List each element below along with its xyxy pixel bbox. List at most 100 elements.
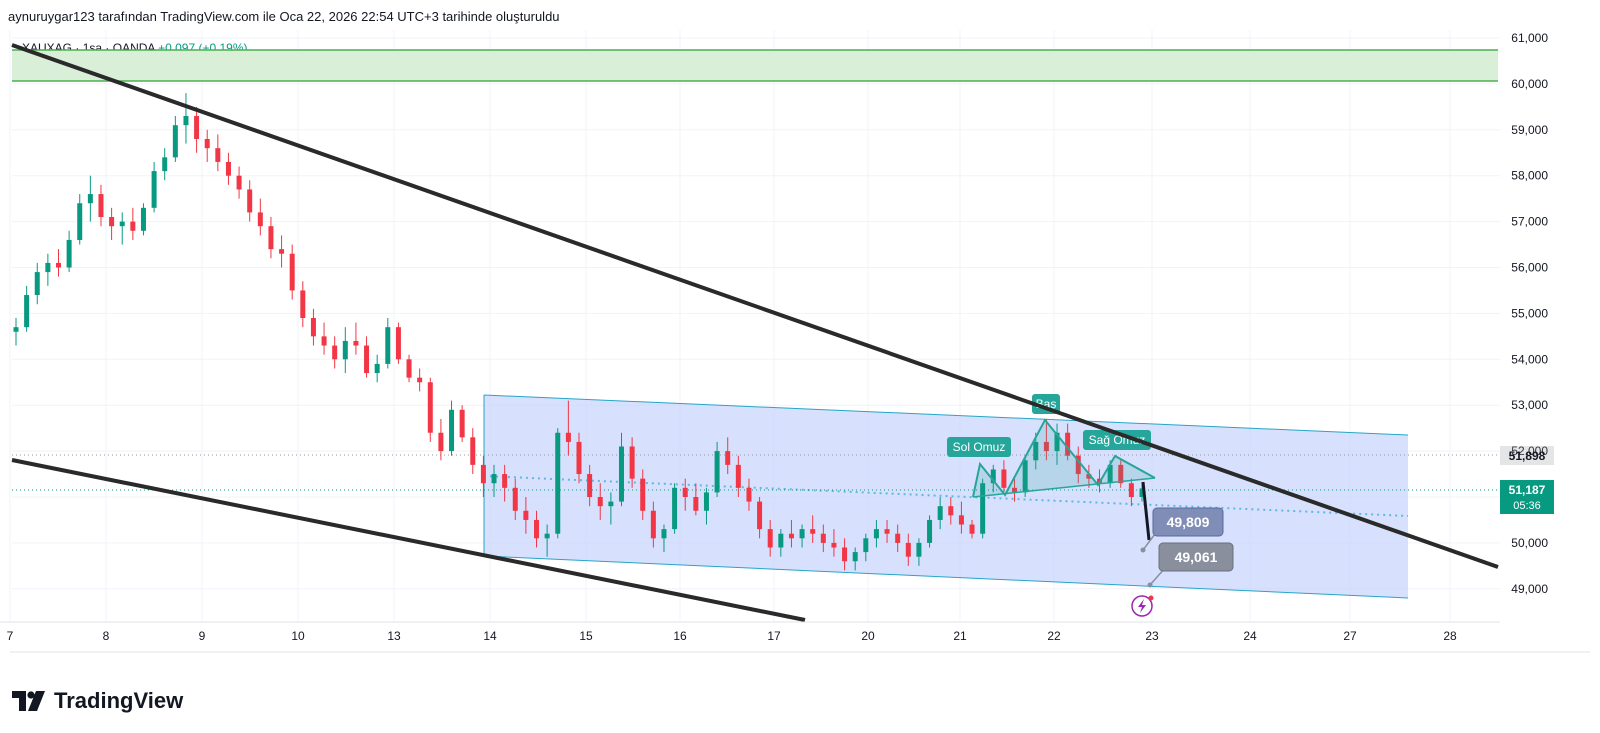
target-label-1[interactable]: 49,809 [1152, 507, 1224, 537]
candle-body[interactable] [927, 519, 933, 543]
candlestick-series[interactable] [13, 93, 1145, 571]
candle-body[interactable] [884, 529, 890, 534]
candle-body[interactable] [1043, 441, 1049, 452]
candle-body[interactable] [140, 207, 146, 231]
candle-body[interactable] [310, 317, 316, 337]
candle-body[interactable] [661, 529, 667, 539]
candle-body[interactable] [1022, 460, 1028, 493]
candle-body[interactable] [948, 506, 954, 516]
candle-body[interactable] [1065, 432, 1071, 456]
candle-body[interactable] [204, 138, 210, 149]
candle-body[interactable] [682, 487, 688, 497]
candle-body[interactable] [247, 189, 253, 213]
candle-body[interactable] [969, 524, 975, 534]
candle-body[interactable] [87, 194, 93, 204]
candle-body[interactable] [300, 290, 306, 318]
candle-body[interactable] [427, 382, 433, 433]
candle-body[interactable] [480, 464, 486, 484]
candle-body[interactable] [321, 336, 327, 346]
channel-upper-line[interactable] [483, 394, 1409, 436]
candle-body[interactable] [459, 409, 465, 438]
candle-body[interactable] [406, 359, 412, 378]
candle-body[interactable] [268, 226, 274, 250]
candle-body[interactable] [587, 474, 593, 497]
candle-body[interactable] [820, 533, 826, 543]
channel-mid-line[interactable] [483, 475, 1409, 517]
candle-body[interactable] [77, 203, 83, 240]
label-left-shoulder[interactable]: Sol Omuz [947, 437, 1011, 457]
candle-body[interactable] [1075, 455, 1081, 475]
upper-trendline[interactable] [11, 43, 1499, 569]
candle-body[interactable] [544, 533, 550, 539]
candle-body[interactable] [109, 217, 115, 227]
candle-body[interactable] [852, 552, 858, 562]
candle-body[interactable] [502, 474, 508, 488]
candle-body[interactable] [873, 529, 879, 539]
candle-body[interactable] [55, 262, 61, 268]
lower-trendline[interactable] [11, 458, 806, 622]
candle-body[interactable] [119, 221, 125, 227]
candle-body[interactable] [162, 157, 168, 172]
candle-body[interactable] [842, 547, 848, 562]
candle-body[interactable] [289, 253, 295, 291]
channel-lower-line[interactable] [483, 555, 1409, 599]
candle-body[interactable] [449, 409, 455, 452]
candle-body[interactable] [353, 340, 359, 346]
candle-body[interactable] [1128, 483, 1134, 497]
candle-body[interactable] [905, 542, 911, 557]
candle-body[interactable] [650, 510, 656, 539]
candle-body[interactable] [1107, 464, 1113, 484]
candle-body[interactable] [799, 529, 805, 539]
candle-body[interactable] [555, 432, 561, 534]
candle-body[interactable] [342, 340, 348, 360]
candle-body[interactable] [1054, 432, 1060, 452]
candle-body[interactable] [491, 474, 497, 484]
candle-body[interactable] [703, 492, 709, 511]
candle-body[interactable] [45, 262, 51, 273]
label-right-shoulder[interactable]: Sağ Omuz [1083, 430, 1151, 450]
candle-body[interactable] [831, 542, 837, 548]
time-axis[interactable]: 7 8 9 10 13 14 15 16 17 20 21 22 23 24 27 28 [7, 629, 1457, 643]
resistance-zone[interactable] [12, 50, 1498, 81]
candle-body[interactable] [332, 345, 338, 360]
candle-body[interactable] [810, 529, 816, 534]
candle-body[interactable] [618, 446, 624, 502]
candle-body[interactable] [629, 446, 635, 479]
candle-body[interactable] [1012, 487, 1018, 493]
candle-body[interactable] [990, 469, 996, 484]
candle-body[interactable] [746, 487, 752, 502]
candle-body[interactable] [130, 221, 136, 231]
neckline[interactable] [972, 477, 1156, 498]
candle-body[interactable] [183, 116, 189, 126]
candle-body[interactable] [672, 487, 678, 530]
candle-body[interactable] [66, 239, 72, 268]
candle-body[interactable] [395, 327, 401, 360]
candle-body[interactable] [778, 533, 784, 548]
candle-body[interactable] [980, 483, 986, 534]
candle-body[interactable] [523, 510, 529, 520]
candle-body[interactable] [1086, 474, 1092, 479]
candle-body[interactable] [417, 377, 423, 383]
candle-body[interactable] [1001, 469, 1007, 488]
projection-line[interactable] [1141, 481, 1151, 541]
candle-body[interactable] [34, 272, 40, 296]
head-shoulders-pattern[interactable] [972, 418, 1156, 498]
candle-body[interactable] [470, 437, 476, 465]
candle-body[interactable] [194, 116, 200, 139]
candle-body[interactable] [279, 249, 285, 254]
candle-body[interactable] [863, 538, 869, 553]
candle-body[interactable] [236, 175, 242, 190]
candle-body[interactable] [788, 533, 794, 539]
candle-body[interactable] [895, 533, 901, 543]
candle-body[interactable] [767, 529, 773, 548]
candle-body[interactable] [608, 501, 614, 507]
candle-body[interactable] [534, 519, 540, 539]
candle-body[interactable] [385, 327, 391, 364]
candle-body[interactable] [13, 327, 19, 332]
candle-body[interactable] [151, 171, 157, 208]
candle-body[interactable] [958, 515, 964, 525]
candle-body[interactable] [714, 451, 720, 493]
candle-body[interactable] [1118, 464, 1124, 484]
candle-body[interactable] [565, 432, 571, 442]
